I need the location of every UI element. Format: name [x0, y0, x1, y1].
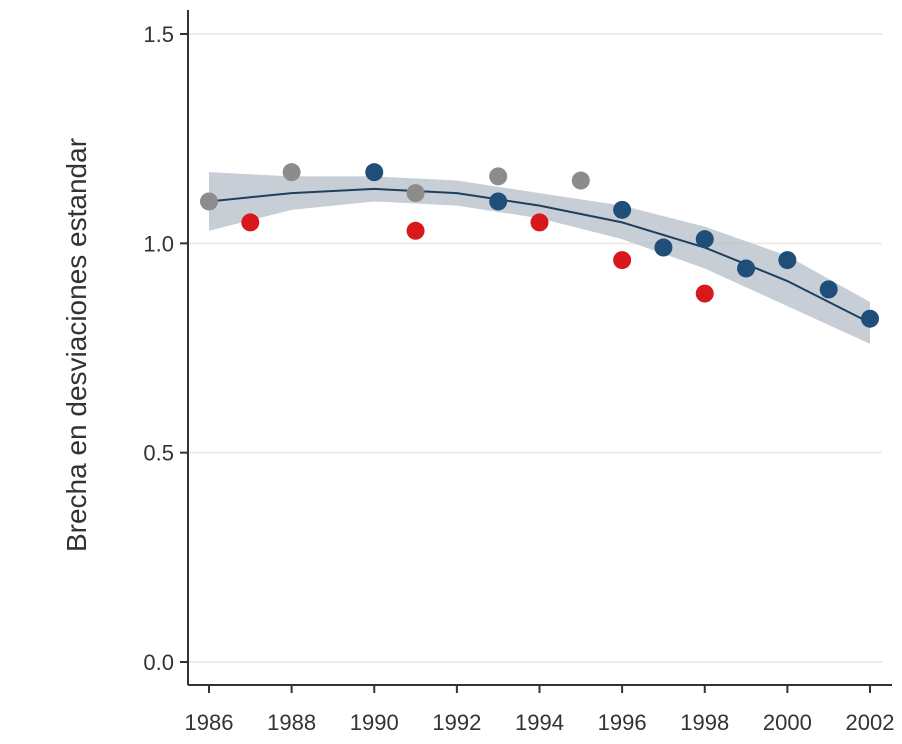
point-red-3 [613, 251, 632, 270]
fit-line-layer [208, 187, 871, 324]
y-tick-label-3: 1.5 [143, 22, 174, 47]
point-red-1 [406, 221, 425, 240]
y-tick-label-1: 0.5 [143, 441, 174, 466]
point-red-0 [241, 213, 260, 232]
grid-lines [188, 33, 882, 663]
point-gray-1 [282, 163, 301, 182]
point-gray-2 [406, 184, 425, 203]
x-tick-label-7: 2000 [763, 710, 812, 735]
point-gray-3 [489, 167, 508, 186]
point-navy-7 [819, 280, 838, 299]
fit-line [208, 187, 871, 324]
x-tick-label-5: 1996 [598, 710, 647, 735]
x-tick-label-3: 1992 [432, 710, 481, 735]
y-tick-label-0: 0.0 [143, 650, 174, 675]
point-navy-0 [365, 163, 384, 182]
x-tick-label-4: 1994 [515, 710, 564, 735]
x-tick-label-0: 1986 [185, 710, 234, 735]
x-tick-label-2: 1990 [350, 710, 399, 735]
point-red-4 [695, 284, 714, 303]
y-axis-label: Brecha en desviaciones estandar [61, 138, 92, 552]
point-navy-6 [778, 251, 797, 270]
x-tick-label-6: 1998 [680, 710, 729, 735]
x-tick-label-1: 1988 [267, 710, 316, 735]
x-ticks: 1986 1988 1990 1992 1994 1996 1998 2000 2002 [185, 685, 895, 735]
point-navy-5 [737, 259, 756, 278]
y-tick-label-2: 1.0 [143, 231, 174, 256]
point-navy-3 [654, 238, 673, 257]
point-red-2 [530, 213, 549, 232]
point-gray-0 [200, 192, 218, 211]
y-ticks: 0.0 0.5 1.0 1.5 [143, 22, 188, 675]
point-gray-4 [571, 171, 590, 190]
data-points-layer [200, 163, 879, 328]
point-navy-2 [613, 200, 632, 219]
point-navy-1 [489, 192, 508, 211]
x-tick-label-8: 2002 [846, 710, 895, 735]
point-navy-4 [695, 230, 714, 249]
point-navy-8 [861, 309, 879, 328]
